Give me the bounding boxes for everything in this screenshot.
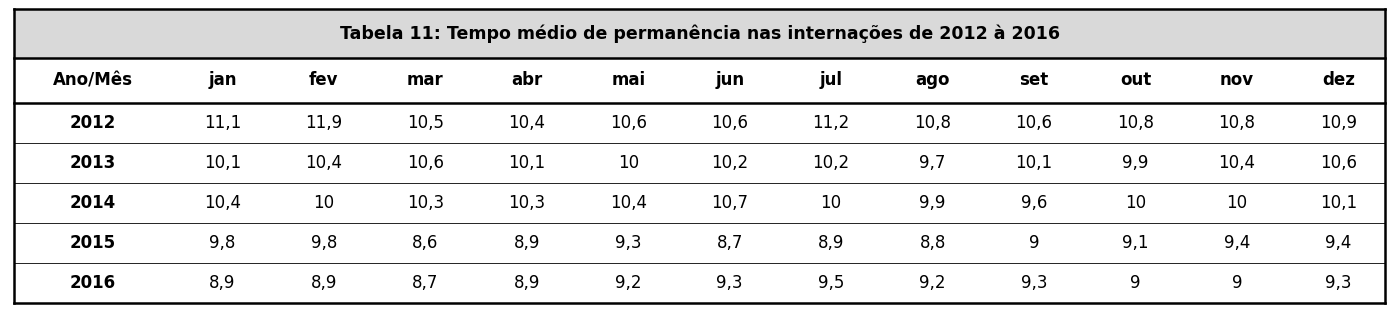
Text: mai: mai — [611, 71, 645, 90]
Text: 11,1: 11,1 — [204, 114, 241, 132]
Text: dez: dez — [1322, 71, 1354, 90]
Text: 10,2: 10,2 — [813, 154, 849, 172]
Text: 8,9: 8,9 — [210, 274, 235, 292]
Text: 9,5: 9,5 — [818, 274, 845, 292]
Text: 10: 10 — [821, 194, 842, 212]
Text: abr: abr — [511, 71, 543, 90]
Text: 8,6: 8,6 — [413, 234, 438, 252]
Text: fev: fev — [309, 71, 339, 90]
Text: 9: 9 — [1028, 234, 1039, 252]
Text: 10,4: 10,4 — [305, 154, 343, 172]
Text: 9,3: 9,3 — [616, 234, 642, 252]
Text: 8,9: 8,9 — [513, 274, 540, 292]
Text: 8,8: 8,8 — [919, 234, 946, 252]
Text: 10,4: 10,4 — [1219, 154, 1255, 172]
Text: 10,6: 10,6 — [610, 114, 646, 132]
Text: 10: 10 — [1125, 194, 1146, 212]
Text: 10,8: 10,8 — [914, 114, 951, 132]
Text: 10,4: 10,4 — [508, 114, 546, 132]
Text: 9,1: 9,1 — [1122, 234, 1149, 252]
Text: 9,2: 9,2 — [919, 274, 946, 292]
Text: jul: jul — [820, 71, 842, 90]
Text: 10,5: 10,5 — [407, 114, 443, 132]
Text: 2014: 2014 — [70, 194, 116, 212]
Text: 8,9: 8,9 — [818, 234, 845, 252]
Text: jan: jan — [208, 71, 236, 90]
Text: 9,6: 9,6 — [1021, 194, 1048, 212]
Text: nov: nov — [1220, 71, 1254, 90]
Text: 10: 10 — [617, 154, 639, 172]
Text: 2012: 2012 — [70, 114, 116, 132]
Text: 10,1: 10,1 — [204, 154, 241, 172]
Text: 9,9: 9,9 — [1122, 154, 1149, 172]
Text: mar: mar — [407, 71, 443, 90]
Text: 10,4: 10,4 — [204, 194, 241, 212]
Text: 10,6: 10,6 — [711, 114, 748, 132]
Text: 8,9: 8,9 — [513, 234, 540, 252]
Text: 9,7: 9,7 — [919, 154, 946, 172]
Text: 10,8: 10,8 — [1219, 114, 1255, 132]
Text: 10,9: 10,9 — [1319, 114, 1357, 132]
Text: set: set — [1020, 71, 1049, 90]
Text: 10: 10 — [313, 194, 334, 212]
Text: 9,2: 9,2 — [616, 274, 642, 292]
Text: 10: 10 — [1227, 194, 1248, 212]
Text: 10,3: 10,3 — [508, 194, 546, 212]
Text: 11,9: 11,9 — [305, 114, 343, 132]
Text: Ano/Mês: Ano/Mês — [53, 71, 133, 90]
Text: 10,6: 10,6 — [1016, 114, 1052, 132]
Text: 2015: 2015 — [70, 234, 116, 252]
Text: 10,7: 10,7 — [711, 194, 748, 212]
Text: 8,7: 8,7 — [716, 234, 743, 252]
Text: 9: 9 — [1130, 274, 1140, 292]
Text: 2016: 2016 — [70, 274, 116, 292]
Text: 9,3: 9,3 — [1325, 274, 1351, 292]
Text: 9,8: 9,8 — [311, 234, 337, 252]
Text: out: out — [1119, 71, 1151, 90]
Text: 9,3: 9,3 — [716, 274, 743, 292]
Text: ago: ago — [915, 71, 950, 90]
Text: 10,1: 10,1 — [1319, 194, 1357, 212]
Text: 8,9: 8,9 — [311, 274, 337, 292]
Text: 10,1: 10,1 — [1016, 154, 1052, 172]
Text: 10,4: 10,4 — [610, 194, 646, 212]
Text: 9,9: 9,9 — [919, 194, 946, 212]
Text: 10,3: 10,3 — [407, 194, 443, 212]
Text: 11,2: 11,2 — [813, 114, 849, 132]
Text: jun: jun — [715, 71, 744, 90]
Text: 9: 9 — [1231, 274, 1242, 292]
Text: 10,8: 10,8 — [1116, 114, 1154, 132]
Text: 9,4: 9,4 — [1224, 234, 1251, 252]
Text: 10,2: 10,2 — [711, 154, 748, 172]
Text: 9,8: 9,8 — [210, 234, 235, 252]
Text: 10,6: 10,6 — [1319, 154, 1357, 172]
Text: 10,6: 10,6 — [407, 154, 443, 172]
Text: 8,7: 8,7 — [413, 274, 438, 292]
Text: 2013: 2013 — [70, 154, 116, 172]
Text: 9,3: 9,3 — [1021, 274, 1048, 292]
Text: 9,4: 9,4 — [1325, 234, 1351, 252]
Text: Tabela 11: Tempo médio de permanência nas internações de 2012 à 2016: Tabela 11: Tempo médio de permanência na… — [340, 24, 1059, 43]
Text: 10,1: 10,1 — [508, 154, 546, 172]
